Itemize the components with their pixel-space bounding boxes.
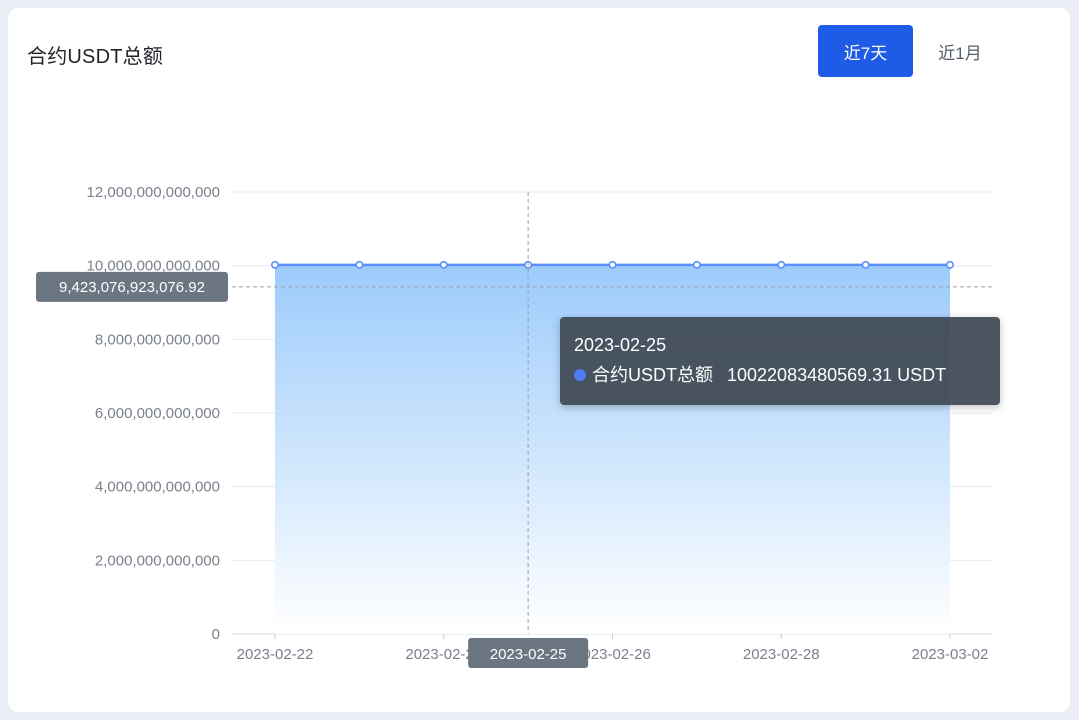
y-tick-label: 10,000,000,000,000 — [87, 258, 220, 275]
crosshair-y-label: 9,423,076,923,076.92 — [59, 279, 205, 296]
data-point — [355, 260, 364, 269]
crosshair-x-label-bg — [468, 638, 589, 668]
data-point — [692, 260, 701, 269]
tooltip: 2023-02-25 合约USDT总额 10022083480569.31 US… — [560, 317, 1000, 405]
y-axis: 0 2,000,000,000,000 4,000,000,000,000 6,000… — [87, 184, 220, 643]
chart-title: 合约USDT总额 — [27, 46, 164, 68]
data-point — [861, 260, 870, 269]
tooltip-series-name: 合约USDT总额 — [592, 365, 713, 385]
data-point — [270, 260, 279, 269]
y-tick-label: 6,000,000,000,000 — [95, 405, 220, 422]
x-tick-label: 2023-02-24 — [405, 646, 482, 663]
data-point — [945, 260, 954, 269]
data-point — [439, 260, 448, 269]
tab-7-days[interactable]: 近7天 — [818, 25, 913, 77]
x-tick-label: 2023-02-22 — [237, 646, 314, 663]
series-dot-icon — [574, 369, 586, 381]
y-tick-label: 4,000,000,000,000 — [95, 479, 220, 496]
data-point — [608, 260, 617, 269]
crosshair-y-label-bg — [36, 271, 228, 302]
crosshair-x-label: 2023-02-25 — [490, 646, 567, 663]
x-tick-label: 2023-02-28 — [743, 646, 820, 663]
tooltip-row: 合约USDT总额 10022083480569.31 USDT — [574, 364, 1000, 386]
x-tick-label: 2023-03-02 — [912, 646, 989, 663]
crosshair: 9,423,076,923,076.92 2023-02-25 — [36, 192, 992, 668]
y-tick-label: 2,000,000,000,000 — [95, 552, 220, 569]
y-tick-label: 12,000,000,000,000 — [87, 184, 220, 201]
x-tick-label: 2023-02-26 — [574, 646, 651, 663]
data-point — [777, 260, 786, 269]
x-axis: 2023-02-22 2023-02-24 2023-02-26 2023-02-28… — [237, 634, 989, 663]
tooltip-value: 10022083480569.31 USDT — [727, 365, 947, 385]
y-tick-label: 8,000,000,000,000 — [95, 331, 220, 348]
tooltip-date: 2023-02-25 — [574, 335, 667, 355]
tab-1-month[interactable]: 近1月 — [920, 25, 1000, 77]
y-tick-label: 0 — [212, 626, 220, 643]
